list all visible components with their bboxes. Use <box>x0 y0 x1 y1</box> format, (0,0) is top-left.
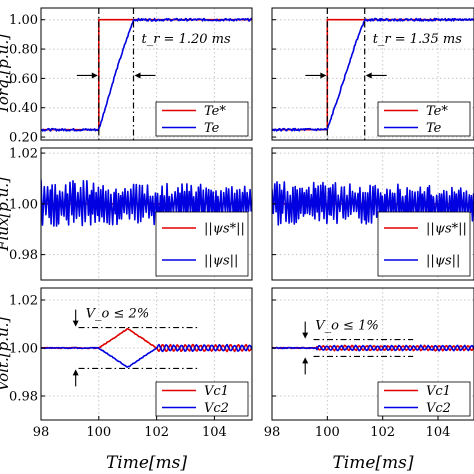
arrowhead-right-torque-left <box>134 72 141 79</box>
xtick-label-voltage-right: 98 <box>264 425 281 440</box>
ytick-label-torque-left: 1.00 <box>9 13 38 28</box>
series-line-voltage-left-1 <box>41 343 252 368</box>
axes-frame-voltage-left <box>40 287 253 421</box>
legend-label-torque-left-1: Te <box>204 121 220 136</box>
ytick-label-flux-left: 1.02 <box>9 147 38 162</box>
yaxis-label-torque-left: Torq.[p.u.] <box>0 34 12 114</box>
xtick-label-voltage-right: 100 <box>315 425 340 440</box>
band-arrowhead-top-voltage-left <box>72 320 79 327</box>
ytick-label-flux-left: 1.00 <box>9 197 38 212</box>
yaxis-label-flux-left: Flux[p.u.] <box>0 177 12 252</box>
yaxis-label-voltage-left: Volt.[p.u.] <box>0 317 12 392</box>
axes-frame-flux-left <box>40 147 253 281</box>
overshoot-label-voltage-left: V_o ≤ 2% <box>86 307 150 322</box>
arrowhead-left-torque-right <box>320 72 327 79</box>
plot-area-torque-left <box>41 8 252 140</box>
axes-frame-voltage-right <box>271 287 474 421</box>
legend-label-voltage-left-1: Vc2 <box>204 401 229 416</box>
legend-box-voltage-left <box>155 381 249 417</box>
ytick-label-torque-left: 0.40 <box>9 101 38 116</box>
legend-label-voltage-left-0: Vc1 <box>204 384 229 399</box>
legend-box-flux-left <box>155 211 249 277</box>
series-line-flux-left-1 <box>41 179 252 227</box>
xaxis-label-voltage-right: Time[ms] <box>332 453 413 473</box>
overshoot-label-voltage-right: V_o ≤ 1% <box>315 319 379 334</box>
legend-label-torque-right-1: Te <box>426 121 442 136</box>
xtick-label-voltage-left: 104 <box>202 425 227 440</box>
arrowhead-left-torque-left <box>91 72 98 79</box>
ytick-label-torque-left: 0.60 <box>9 72 38 87</box>
xaxis-label-voltage-left: Time[ms] <box>106 453 187 473</box>
plot-area-voltage-right <box>272 339 474 357</box>
band-arrowhead-bottom-voltage-right <box>302 357 309 364</box>
xtick-label-voltage-left: 100 <box>86 425 111 440</box>
legend-label-torque-right-0: Te* <box>426 104 448 119</box>
legend-box-torque-right <box>377 101 471 137</box>
plot-area-voltage-left <box>41 327 252 369</box>
xtick-label-voltage-right: 102 <box>370 425 395 440</box>
axes-frame-flux-right <box>271 147 474 281</box>
series-line-torque-left-1 <box>41 17 252 132</box>
legend-label-flux-right-1: ||ψs|| <box>426 254 460 269</box>
xtick-label-voltage-left: 98 <box>33 425 50 440</box>
legend-box-flux-right <box>377 211 471 277</box>
legend-label-torque-left-0: Te* <box>204 104 226 119</box>
rise-time-label-torque-left: t_r = 1.20 ms <box>141 32 231 47</box>
axes-frame-torque-right <box>271 7 474 141</box>
ytick-label-voltage-left: 1.02 <box>9 294 38 309</box>
legend-label-flux-right-0: ||ψs*|| <box>426 222 467 237</box>
xtick-label-voltage-left: 102 <box>144 425 169 440</box>
band-arrowhead-bottom-voltage-left <box>72 369 79 376</box>
legend-label-voltage-right-0: Vc1 <box>426 384 451 399</box>
arrowhead-right-torque-right <box>365 72 372 79</box>
legend-label-voltage-right-1: Vc2 <box>426 401 451 416</box>
plot-area-torque-right <box>272 8 474 140</box>
legend-box-voltage-right <box>377 381 471 417</box>
ytick-label-voltage-left: 0.98 <box>9 390 38 405</box>
band-arrowhead-top-voltage-right <box>302 332 309 339</box>
legend-label-flux-left-0: ||ψs*|| <box>204 222 245 237</box>
series-line-voltage-right-1 <box>272 344 474 352</box>
ytick-label-torque-left: 0.80 <box>9 43 38 58</box>
ytick-label-voltage-left: 1.00 <box>9 342 38 357</box>
plot-area-flux-left <box>41 179 252 227</box>
ytick-label-torque-left: 0.20 <box>9 131 38 146</box>
axes-frame-torque-left <box>40 7 253 141</box>
xtick-label-voltage-right: 104 <box>426 425 451 440</box>
rise-time-label-torque-right: t_r = 1.35 ms <box>373 32 463 47</box>
legend-box-torque-left <box>155 101 249 137</box>
legend-label-flux-left-1: ||ψs|| <box>204 254 238 269</box>
ytick-label-flux-left: 0.98 <box>9 248 38 263</box>
series-line-torque-right-1 <box>272 17 474 132</box>
